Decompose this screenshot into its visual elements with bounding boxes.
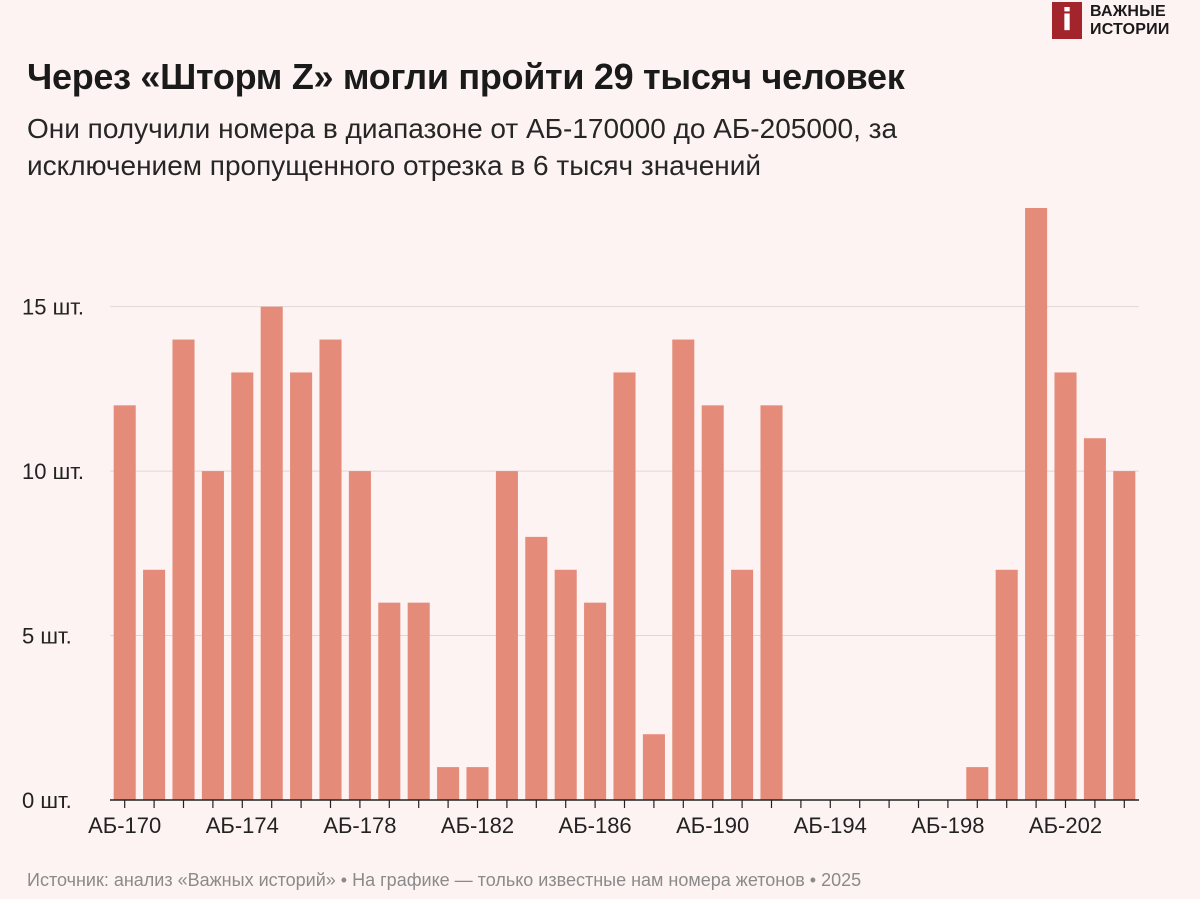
y-tick-label: 5 шт. (22, 624, 72, 649)
bar (231, 372, 254, 800)
bar (966, 767, 989, 800)
bar (466, 767, 489, 800)
source-note: Источник: анализ «Важных историй» • На г… (27, 870, 862, 890)
bar (201, 471, 224, 800)
bar (1025, 208, 1048, 800)
bar (495, 471, 518, 800)
bar (437, 767, 460, 800)
bar (378, 602, 401, 800)
bar (760, 405, 783, 800)
bar (731, 569, 754, 800)
bar (613, 372, 636, 800)
bar (113, 405, 136, 800)
bar (172, 339, 195, 800)
x-tick-label: АБ-198 (911, 813, 984, 838)
y-tick-label: 10 шт. (22, 459, 84, 484)
bar (407, 602, 430, 800)
brand-mark-icon: i (1052, 2, 1082, 39)
chart-title: Через «Шторм Z» могли пройти 29 тысяч че… (27, 56, 905, 97)
x-tick-label: АБ-194 (794, 813, 867, 838)
y-tick-label: 15 шт. (22, 295, 84, 320)
bar (995, 569, 1018, 800)
bar (290, 372, 313, 800)
bar (554, 569, 577, 800)
bar (1054, 372, 1077, 800)
bar (143, 569, 166, 800)
bar (672, 339, 695, 800)
x-tick-label: АБ-186 (559, 813, 632, 838)
x-tick-label: АБ-170 (88, 813, 161, 838)
chart-subtitle: Они получили номера в диапазоне от АБ-17… (27, 113, 898, 181)
bar (1113, 471, 1136, 800)
bar (525, 536, 548, 800)
bar (348, 471, 371, 800)
bar (642, 734, 665, 800)
y-tick-label: 0 шт. (22, 788, 72, 813)
x-tick-label: АБ-178 (323, 813, 396, 838)
bar (701, 405, 724, 800)
x-tick-label: АБ-182 (441, 813, 514, 838)
brand-name-line1: ВАЖНЫЕ (1090, 2, 1166, 20)
bar (1083, 438, 1106, 800)
brand-logo: i ВАЖНЫЕ ИСТОРИИ (1052, 2, 1170, 39)
x-tick-label: АБ-174 (206, 813, 279, 838)
bar (584, 602, 607, 800)
bar (260, 306, 283, 800)
x-tick-label: АБ-190 (676, 813, 749, 838)
bar (319, 339, 342, 800)
brand-name: ВАЖНЫЕ ИСТОРИИ (1090, 3, 1170, 39)
brand-name-line2: ИСТОРИИ (1090, 20, 1170, 38)
x-tick-label: АБ-202 (1029, 813, 1102, 838)
